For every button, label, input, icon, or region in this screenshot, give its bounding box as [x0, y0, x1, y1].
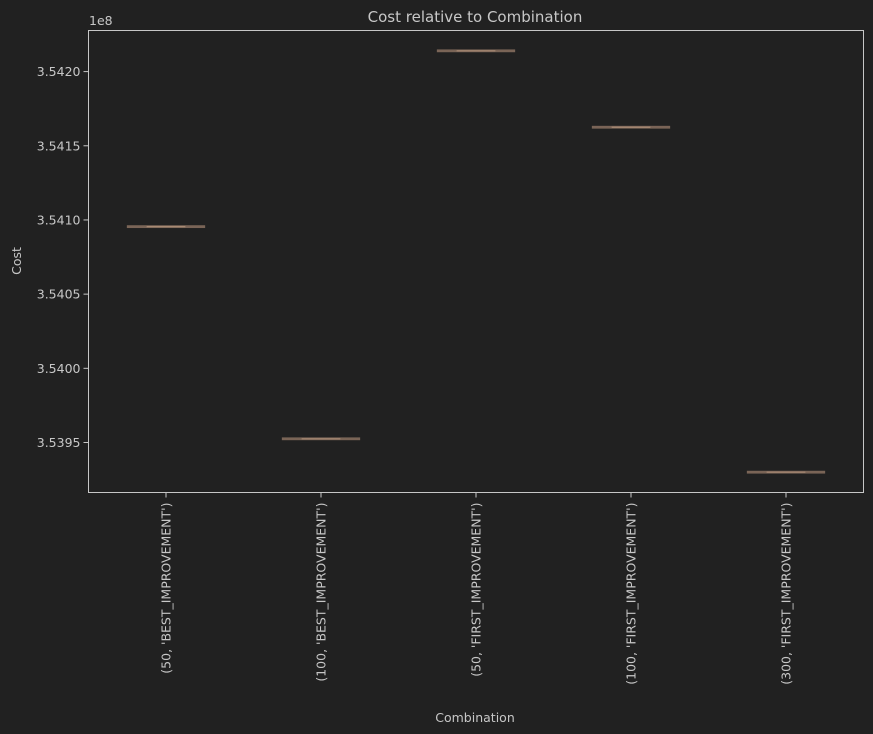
y-axis-label: Cost: [9, 247, 24, 275]
x-tick-label: (100, 'FIRST_IMPROVEMENT'): [624, 503, 639, 685]
x-tick-label: (300, 'FIRST_IMPROVEMENT'): [779, 503, 794, 685]
plot-frame: [88, 30, 864, 493]
y-tick-label: 3.5400: [37, 361, 81, 376]
y-tick-label: 3.5410: [37, 212, 81, 227]
chart-title: Cost relative to Combination: [368, 8, 583, 26]
x-tick-label: (50, 'FIRST_IMPROVEMENT'): [469, 503, 484, 677]
y-tick-label: 3.5415: [37, 138, 81, 153]
y-offset-label: 1e8: [89, 13, 113, 28]
y-tick-label: 3.5420: [37, 64, 81, 79]
x-axis-label: Combination: [435, 710, 515, 725]
x-tick-label: (50, 'BEST_IMPROVEMENT'): [159, 503, 174, 674]
y-tick-label: 3.5405: [37, 287, 81, 302]
x-tick-label: (100, 'BEST_IMPROVEMENT'): [314, 503, 329, 682]
y-tick-label: 3.5395: [37, 435, 81, 450]
